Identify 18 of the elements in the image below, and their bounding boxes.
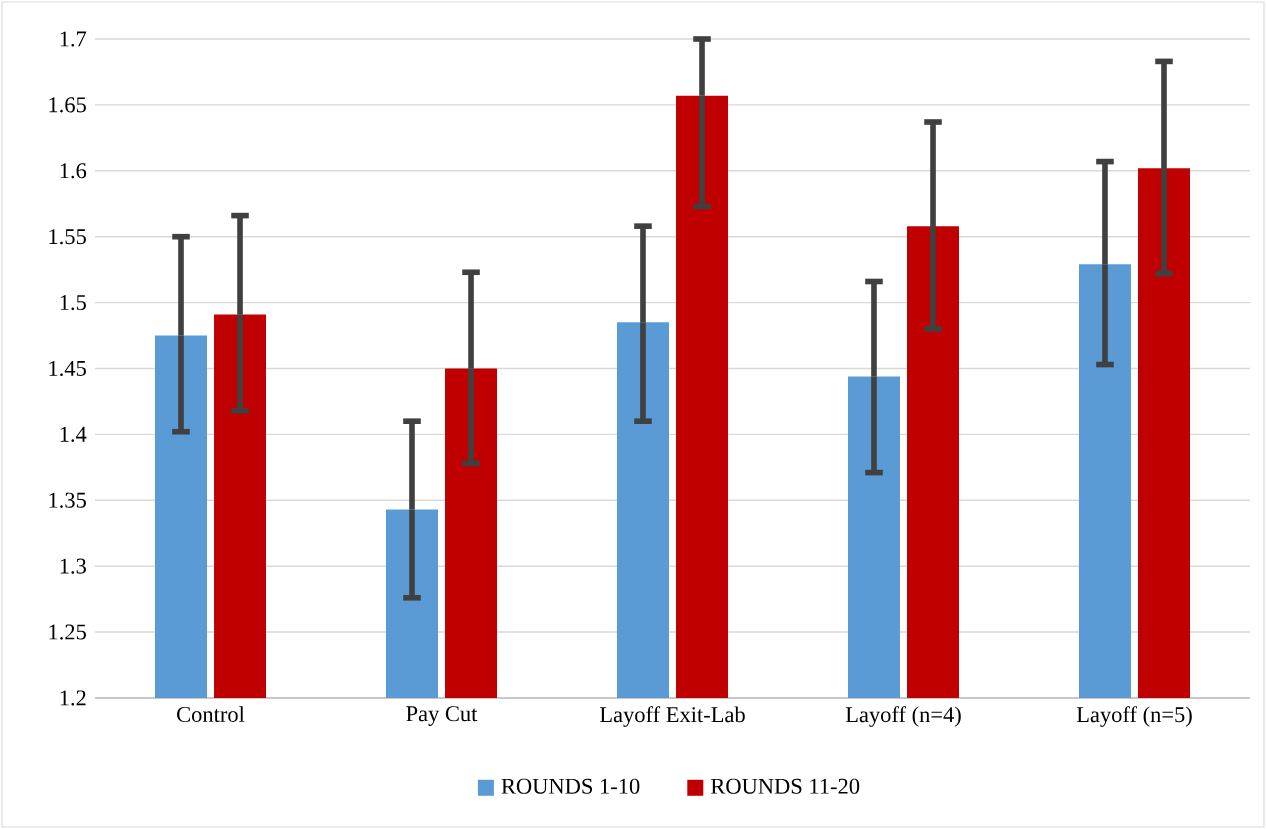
y-tick-label: 1.6 <box>60 163 87 179</box>
y-tick-label: 1.2 <box>60 690 86 706</box>
y-tick-label: 1.55 <box>49 229 86 245</box>
x-tick-label: Layoff Exit-Lab <box>599 706 745 727</box>
x-tick-label: Layoff (n=4) <box>845 706 961 727</box>
y-tick-label: 1.25 <box>49 624 86 640</box>
legend-label: ROUNDS 11-20 <box>710 778 860 794</box>
x-tick-label: Control <box>177 706 245 723</box>
y-tick-label: 1.35 <box>49 492 86 508</box>
legend-label: ROUNDS 1-10 <box>501 778 640 794</box>
y-tick-label: 1.65 <box>49 97 86 113</box>
x-tick-label: Layoff (n=5) <box>1076 706 1192 727</box>
x-tick-label: Pay Cut <box>406 706 478 726</box>
y-tick-label: 1.4 <box>60 426 87 442</box>
y-tick-label: 1.7 <box>60 31 87 47</box>
y-tick-label: 1.45 <box>49 360 86 377</box>
y-tick-label: 1.3 <box>60 558 86 574</box>
y-tick-label: 1.5 <box>60 295 86 311</box>
